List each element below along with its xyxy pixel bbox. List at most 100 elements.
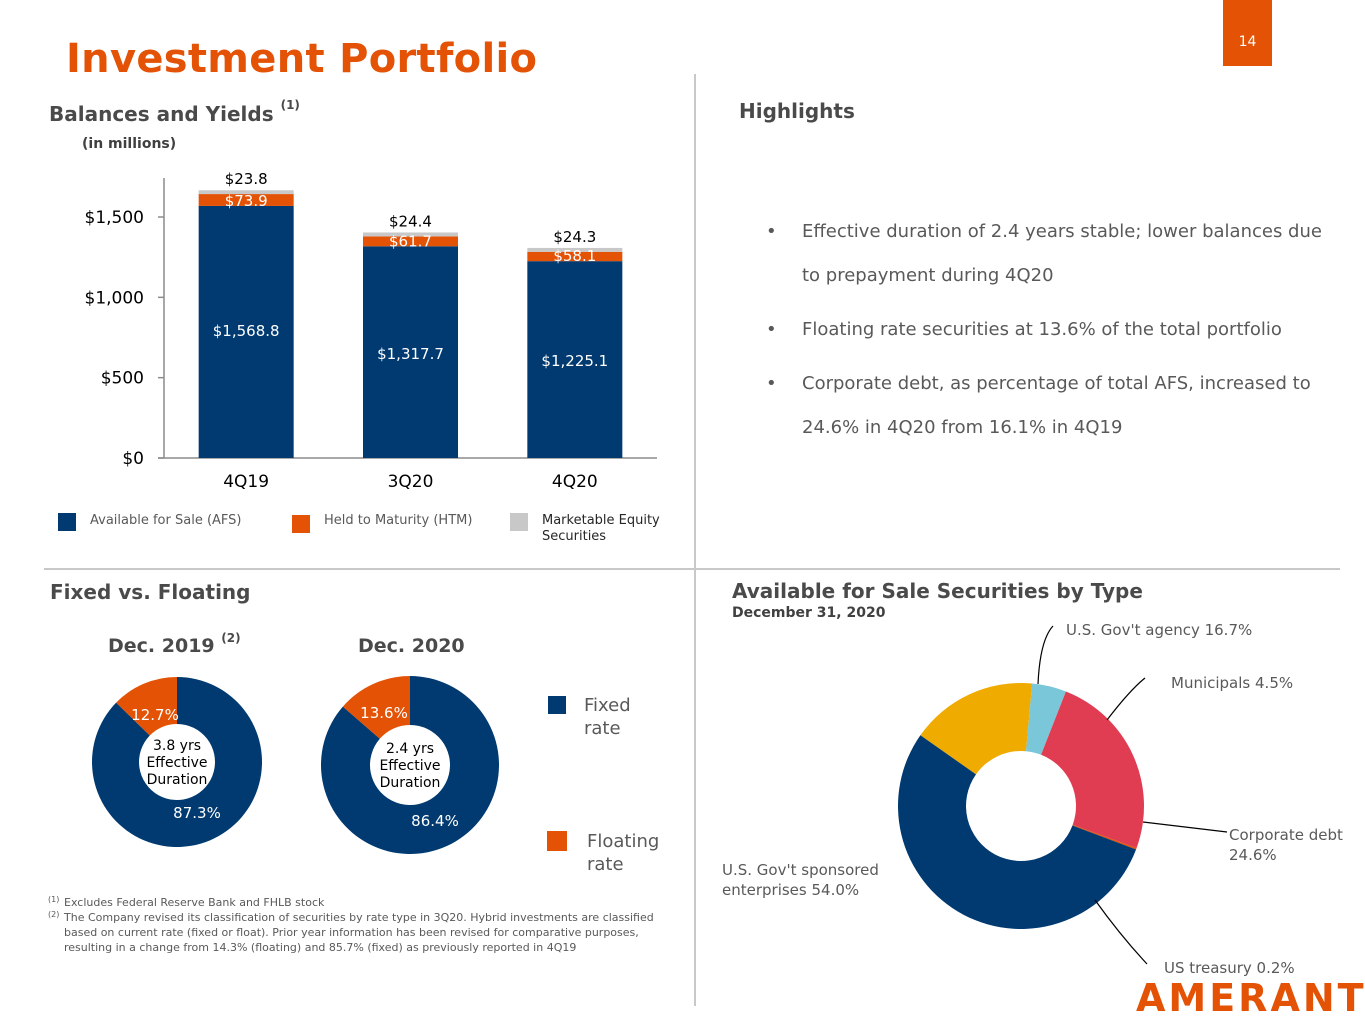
footnote-mark: (1): [48, 895, 60, 904]
legend-label: Marketable Equity Securities: [542, 513, 660, 544]
x-tick-label: 4Q19: [223, 472, 269, 492]
balances-heading: Balances and Yields (1): [49, 98, 300, 126]
footnote-text: The Company revised its classification o…: [64, 911, 654, 954]
footnote-mark: (2): [48, 910, 60, 919]
footnote: (2) The Company revised its classificati…: [48, 910, 688, 955]
x-tick-label: 4Q20: [552, 472, 598, 492]
bar-label-htm: $73.9: [225, 192, 268, 210]
highlight-item: • Effective duration of 2.4 years stable…: [766, 210, 1336, 298]
bar-segment-marketable-equity-securities: [363, 232, 458, 237]
donut-label-fixed: 86.4%: [411, 812, 459, 830]
bar-label-htm: $58.1: [553, 247, 596, 265]
bar-label-htm: $61.7: [389, 232, 432, 250]
donut-slice-floating: [116, 677, 177, 736]
donut-center-text: 3.8 yrs: [153, 738, 201, 754]
legend-swatch-afs: [58, 513, 76, 531]
donut-center-text: Duration: [380, 775, 441, 791]
donut-label-floating: 13.6%: [360, 704, 408, 722]
bar-segment-marketable-equity-securities: [527, 247, 623, 252]
bar-legend: Available for Sale (AFS) Held to Maturit…: [58, 513, 670, 545]
bar-label-afs: $1,568.8: [213, 322, 280, 340]
legend-item-equity: Marketable Equity Securities: [510, 513, 670, 545]
amerant-logo: AMERANT: [1136, 976, 1365, 1020]
bar-segment-available-for-sale-afs: [363, 246, 458, 458]
units-label: (in millions): [82, 136, 177, 152]
page-title: Investment Portfolio: [66, 36, 538, 82]
footnote-text: Excludes Federal Reserve Bank and FHLB s…: [64, 896, 325, 909]
highlights-list: • Effective duration of 2.4 years stable…: [766, 210, 1336, 460]
donut-label-fixed: 87.3%: [173, 804, 221, 822]
legend-item-floating: Floating rate: [547, 830, 667, 876]
donut-2019-title: Dec. 2019 (2): [108, 631, 241, 657]
bar-label-equity: $24.3: [553, 228, 596, 246]
donut-slice-municipals: [1026, 683, 1066, 755]
donut-slice-fixed: [321, 676, 499, 854]
donut-2019-title-text: Dec. 2019: [108, 635, 215, 657]
donut-slice-floating: [342, 676, 410, 739]
bar-segment-held-to-maturity-htm: [363, 236, 458, 247]
donut-slice-u-s-gov-t-sponsored-enterprises: [897, 735, 1137, 930]
balances-heading-text: Balances and Yields: [49, 102, 274, 126]
legend-label: Held to Maturity (HTM): [324, 513, 473, 528]
page-number: 14: [1238, 34, 1257, 50]
legend-item-afs: Available for Sale (AFS): [58, 513, 292, 545]
footnote-ref-2: (2): [221, 631, 241, 645]
bar-segment-marketable-equity-securities: [198, 190, 294, 195]
donut-center-text: 2.4 yrs: [386, 741, 434, 757]
y-tick-label: $1,000: [85, 288, 144, 308]
legend-item-fixed: Fixed rate: [548, 694, 644, 740]
vertical-divider: [694, 74, 696, 1006]
footnote-ref-1: (1): [280, 98, 300, 112]
legend-swatch-equity: [510, 513, 528, 531]
afs-type-subheading: December 31, 2020: [732, 605, 886, 621]
bar-label-equity: $23.8: [225, 170, 268, 188]
legend-swatch-fixed: [548, 696, 566, 714]
bar-segment-available-for-sale-afs: [198, 205, 294, 458]
page-number-badge: 14: [1223, 0, 1272, 66]
y-tick-label: $0: [122, 449, 144, 469]
highlight-text: Corporate debt, as percentage of total A…: [802, 373, 1311, 438]
highlight-item: • Corporate debt, as percentage of total…: [766, 362, 1336, 450]
leader-line-corporate: [1142, 821, 1228, 833]
bar-label-afs: $1,225.1: [541, 352, 608, 370]
afs-label-gse: U.S. Gov't sponsored enterprises 54.0%: [722, 861, 879, 899]
bar-label-equity: $24.4: [389, 212, 432, 230]
legend-swatch-floating: [547, 831, 567, 851]
fixed-floating-heading: Fixed vs. Floating: [50, 580, 251, 604]
horizontal-divider: [44, 568, 1340, 570]
afs-label-corporate: Corporate debt 24.6%: [1229, 826, 1343, 864]
afs-donut-chart: [897, 625, 1228, 965]
donut-slice-u-s-gov-t-agency: [920, 683, 1033, 775]
donut-slice-corporate-debt: [1041, 691, 1144, 849]
bar-segment-available-for-sale-afs: [527, 261, 623, 458]
footnotes: (1) Excludes Federal Reserve Bank and FH…: [48, 895, 688, 955]
bar-label-afs: $1,317.7: [377, 345, 444, 363]
highlight-text: Floating rate securities at 13.6% of the…: [802, 319, 1282, 340]
x-tick-label: 3Q20: [388, 472, 434, 492]
balances-bar-chart: $0 $500 $1,000 $1,500 $1,568.8 $73.9 $23.8 4Q19…: [85, 170, 657, 492]
legend-label: Fixed rate: [584, 695, 631, 739]
afs-label-agency: U.S. Gov't agency 16.7%: [1066, 621, 1253, 639]
leader-line-agency: [1037, 625, 1054, 685]
highlight-text: Effective duration of 2.4 years stable; …: [802, 221, 1322, 286]
afs-type-heading: Available for Sale Securities by Type: [732, 579, 1143, 603]
donut-center-text: Duration: [147, 772, 208, 788]
y-tick-label: $1,500: [85, 208, 144, 228]
bullet-icon: •: [766, 221, 777, 242]
donut-slice-fixed: [92, 677, 262, 847]
legend-label: Available for Sale (AFS): [90, 513, 242, 528]
donut-label-floating: 12.7%: [131, 706, 179, 724]
donut-2020-title: Dec. 2020: [358, 635, 465, 657]
legend-label: Floating rate: [587, 831, 660, 875]
highlights-heading: Highlights: [739, 99, 855, 123]
donut-center-text: Effective: [379, 758, 440, 774]
bullet-icon: •: [766, 319, 777, 340]
donut-slice-us-treasury: [1072, 824, 1137, 850]
bullet-icon: •: [766, 373, 777, 394]
legend-swatch-htm: [292, 515, 310, 533]
highlight-item: • Floating rate securities at 13.6% of t…: [766, 308, 1336, 352]
legend-item-htm: Held to Maturity (HTM): [292, 513, 510, 545]
leader-line-treasury: [1094, 899, 1148, 965]
afs-label-treasury: US treasury 0.2%: [1164, 959, 1295, 977]
